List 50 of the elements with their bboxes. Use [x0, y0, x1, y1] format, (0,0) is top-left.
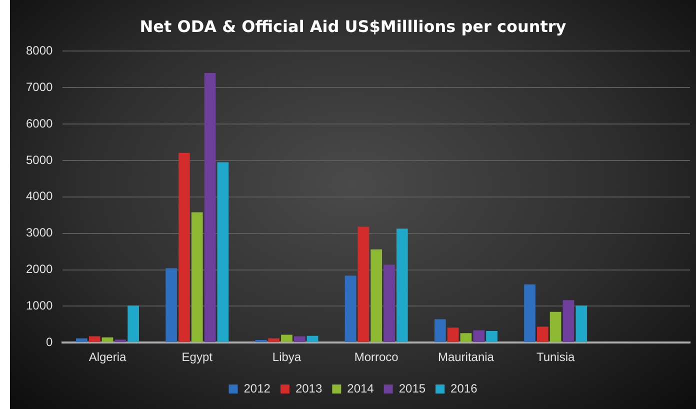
x-tick-label: Egypt: [182, 350, 214, 364]
bar: [166, 268, 177, 342]
y-tick-label: 7000: [26, 80, 54, 94]
legend-label: 2014: [347, 381, 374, 396]
x-tick-label: Morroco: [354, 350, 399, 364]
x-tick-label: Libya: [272, 350, 302, 364]
bar: [460, 333, 472, 342]
x-tick-label: Algeria: [88, 350, 127, 364]
bar: [486, 330, 498, 342]
bar: [576, 305, 588, 342]
bar: [88, 336, 100, 342]
bar: [550, 312, 562, 342]
legend-label: 2012: [244, 381, 271, 396]
bar: [358, 226, 370, 342]
bar: [434, 319, 446, 342]
y-tick-label: 6000: [26, 116, 54, 130]
bar: [447, 328, 459, 342]
bar: [178, 152, 190, 342]
bar: [268, 338, 280, 342]
bar: [306, 336, 318, 342]
bar: [204, 73, 216, 342]
bar: [562, 300, 574, 342]
bar: [281, 334, 292, 342]
bar: [370, 249, 382, 342]
y-tick-label: 0: [46, 334, 54, 349]
y-tick-label: 2000: [26, 262, 54, 276]
bar: [384, 264, 395, 342]
bar: [396, 228, 408, 342]
legend-label: 2015: [398, 381, 426, 396]
legend-label: 2016: [450, 381, 478, 396]
bar: [191, 212, 203, 342]
bar: [217, 162, 229, 342]
y-tick-label: 1000: [26, 298, 54, 312]
x-tick-label: Tunisia: [536, 350, 576, 364]
x-tick-label: Mauritania: [438, 350, 494, 364]
bar: [344, 276, 356, 342]
bar: [473, 330, 485, 342]
bar: [128, 305, 139, 342]
bar: [524, 284, 536, 342]
bar: [76, 338, 88, 342]
chart-title: Net ODA & Official Aid US$Milllions per country: [140, 16, 567, 36]
bar: [102, 337, 114, 342]
y-tick-label: 3000: [26, 226, 54, 240]
bar: [294, 336, 306, 342]
y-tick-label: 4000: [26, 189, 54, 204]
legend-label: 2013: [295, 381, 322, 396]
bar: [536, 326, 548, 342]
y-tick-label: 8000: [26, 44, 54, 58]
bar: [114, 340, 126, 342]
y-tick-label: 5000: [26, 152, 54, 167]
